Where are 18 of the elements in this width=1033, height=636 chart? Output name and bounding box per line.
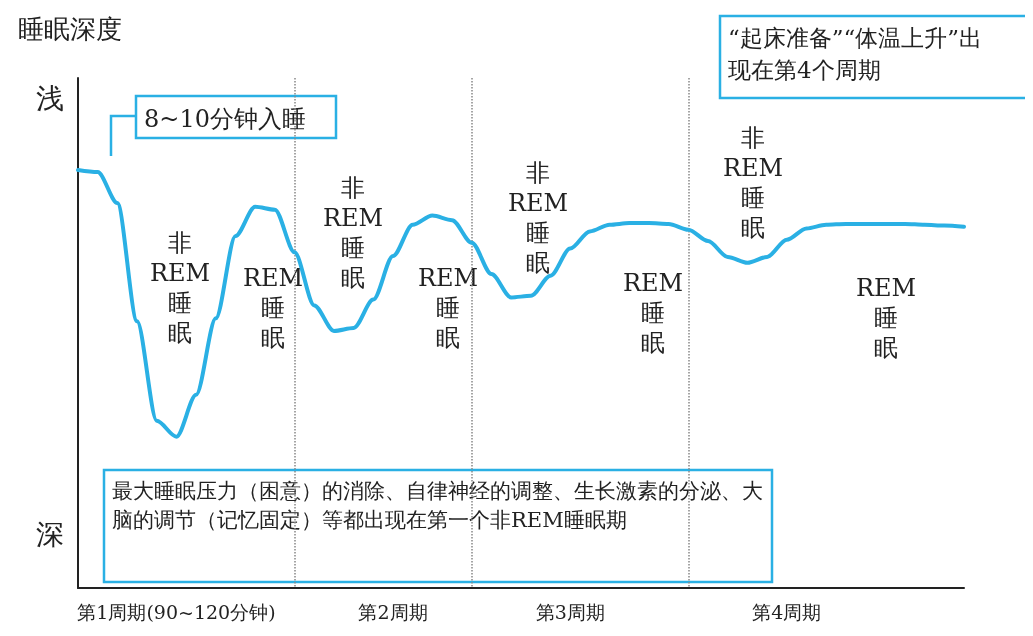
annotation: 非REM睡眠 [322,174,384,292]
annotation: 非REM睡眠 [149,229,211,347]
annotation: 最大睡眠压力（困意）的消除、自律神经的调整、生长激素的分泌、大脑的调节（记忆固定）等都出现在第一个非REM睡眠期 [112,478,763,533]
annotation: REM睡眠 [417,264,479,352]
annotation: REM睡眠 [622,269,684,357]
x-tick-label: 第2周期 [358,600,428,623]
text: “起床准备”“体温上升”出现在第4个周期 [728,25,983,84]
x-tick-label: 第4周期 [752,600,822,623]
annotation: 非REM睡眠 [507,159,569,277]
y-axis-title: 睡眠深度 [18,14,122,44]
x-tick-label: 第1周期(90~120分钟) [77,600,276,623]
text: 深 [36,517,64,551]
text: 浅 [36,81,64,115]
annotation: REM睡眠 [855,274,917,362]
annotation: 非REM睡眠 [722,124,784,242]
text: 8~10分钟入睡 [144,104,306,133]
x-tick-label: 第3周期 [535,600,605,623]
annotation: REM睡眠 [242,264,304,352]
